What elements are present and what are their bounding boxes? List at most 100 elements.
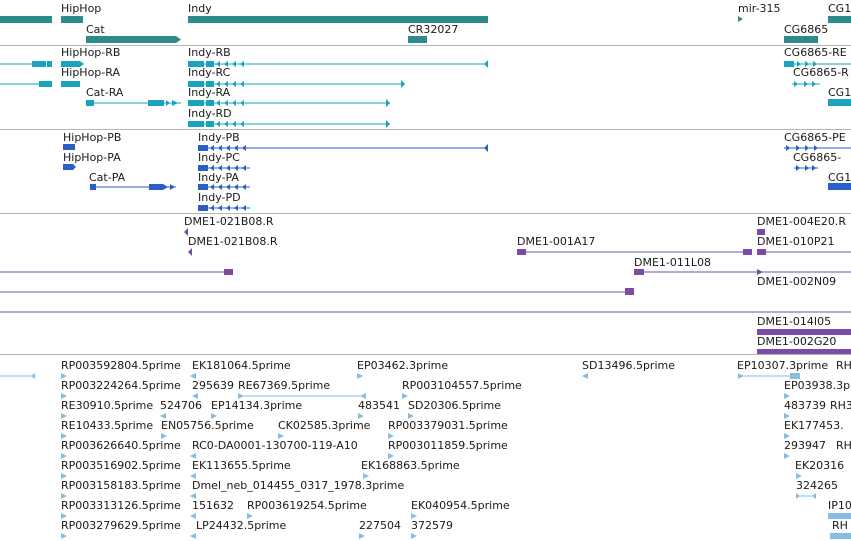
transcript-label: HipHop-RB <box>61 46 121 59</box>
est-label: CK02585.3prime <box>278 419 371 432</box>
est-label: 483541 <box>358 399 400 412</box>
gene-bar-cg6865 <box>784 36 818 43</box>
gene-label: Indy <box>188 2 212 15</box>
transcript-label: HipHop-RA <box>61 66 120 79</box>
est-label: IP10 <box>828 499 851 512</box>
est-label: EK040954.5prime <box>411 499 510 512</box>
clone-label: DME1-002N09 <box>757 275 837 288</box>
est-label: EK177453. <box>784 419 844 432</box>
est-label: 483739 <box>784 399 826 412</box>
est-label: EP03938.3p <box>784 379 851 392</box>
est-label: RP003619254.5prime <box>247 499 367 512</box>
est-label: SD13496.5prime <box>582 359 675 372</box>
clone-label: DME1-001A17 <box>517 235 596 248</box>
est-label: EP10307.3prime <box>737 359 829 372</box>
est-label: RP003626640.5prime <box>61 439 181 452</box>
est-label: RP003011859.5prime <box>388 439 508 452</box>
clone-track-panel: DME1-021B08.R DME1-004E20.R DME1-021B08.… <box>0 214 851 354</box>
est-track-panel: RP003592804.5prime EK181064.5prime EP034… <box>0 355 851 541</box>
clone-label: DME1-011L08 <box>634 256 711 269</box>
track-separator <box>0 129 851 130</box>
gene-bar-cg1 <box>828 16 851 23</box>
transcript-label: CG6865-RE <box>784 46 847 59</box>
transcript-label: Indy-RD <box>188 107 232 120</box>
track-separator <box>0 354 851 355</box>
gene-bar-indy <box>188 16 488 23</box>
clone-label: DME1-021B08.R <box>188 235 278 248</box>
est-label: 524706 <box>160 399 202 412</box>
protein-label: Cat-PA <box>89 171 126 184</box>
est-label: RP003104557.5prime <box>402 379 522 392</box>
protein-label: CG1 <box>828 171 851 184</box>
transcript-track-features[interactable] <box>0 46 851 129</box>
protein-label: CG6865- <box>793 151 842 164</box>
est-label: EP14134.3prime <box>211 399 303 412</box>
est-label: Dmel_neb_014455_0317_1978.3prime <box>192 479 405 492</box>
est-label: RP003313126.5prime <box>61 499 181 512</box>
protein-label: HipHop-PA <box>63 151 121 164</box>
gene-label: CR32027 <box>408 23 459 36</box>
protein-label: Indy-PD <box>198 191 241 204</box>
est-label: RE30910.5prime <box>61 399 154 412</box>
est-label: EN05756.5prime <box>161 419 254 432</box>
track-separator <box>0 45 851 46</box>
est-track-features[interactable] <box>0 355 851 541</box>
est-label: EK113655.5prime <box>192 459 291 472</box>
est-label: 293947 <box>784 439 826 452</box>
clone-track-features[interactable] <box>0 214 851 354</box>
est-label: 227504 <box>359 519 401 532</box>
est-label: RP003516902.5prime <box>61 459 181 472</box>
transcript-track-panel: HipHop-RB Indy-RB CG6865-RE HipHop-RA In… <box>0 46 851 129</box>
est-label: 372579 <box>411 519 453 532</box>
protein-label: Indy-PC <box>198 151 240 164</box>
est-label: RP003279629.5prime <box>61 519 181 532</box>
est-label: RE10433.5prime <box>61 419 154 432</box>
protein-label: HipHop-PB <box>63 131 122 144</box>
est-label: RP003379031.5prime <box>388 419 508 432</box>
gene-label: mir-315 <box>738 2 781 15</box>
protein-label: CG6865-PE <box>784 131 846 144</box>
gene-label: HipHop <box>61 2 102 15</box>
transcript-label: Indy-RB <box>188 46 231 59</box>
est-label: RP003592804.5prime <box>61 359 181 372</box>
gene-label: Cat <box>86 23 105 36</box>
est-label: RH <box>836 359 851 372</box>
track-separator <box>0 213 851 214</box>
est-label: 324265 <box>796 479 838 492</box>
gene-track-features[interactable] <box>0 0 851 45</box>
est-label: RP003224264.5prime <box>61 379 181 392</box>
protein-label: Indy-PA <box>198 171 239 184</box>
gene-bar <box>0 16 52 23</box>
est-label: EK168863.5prime <box>361 459 460 472</box>
gene-label: CG1 <box>828 2 851 15</box>
transcript-label: CG6865-R <box>793 66 849 79</box>
gene-bar-cat <box>86 36 176 43</box>
est-label: 295639 <box>192 379 234 392</box>
est-label: RP003158183.5prime <box>61 479 181 492</box>
gene-label: CG6865 <box>784 23 829 36</box>
est-label: RE67369.5prime <box>238 379 331 392</box>
clone-label: DME1-021B08.R <box>184 215 274 228</box>
clone-label: DME1-002G20 <box>757 335 837 348</box>
transcript-label: Indy-RC <box>188 66 231 79</box>
protein-track-panel: HipHop-PB Indy-PB CG6865-PE HipHop-PA In… <box>0 130 851 213</box>
protein-track-features[interactable] <box>0 130 851 213</box>
protein-label: Indy-PB <box>198 131 240 144</box>
est-label: RC0-DA0001-130700-119-A10 <box>192 439 358 452</box>
gene-bar-hiphop <box>61 16 83 23</box>
gene-bar-cr32027 <box>408 36 427 43</box>
est-label: LP24432.5prime <box>196 519 287 532</box>
gene-arrow-cat <box>176 36 181 43</box>
transcript-label: CG1 <box>828 86 851 99</box>
est-label: EK181064.5prime <box>192 359 291 372</box>
transcript-label: Indy-RA <box>188 86 231 99</box>
est-label: RH <box>832 519 848 532</box>
est-label: EP03462.3prime <box>357 359 449 372</box>
est-label: RH <box>836 439 851 452</box>
clone-label: DME1-004E20.R <box>757 215 846 228</box>
est-label: 151632 <box>192 499 234 512</box>
est-label: EK20316 <box>795 459 845 472</box>
gene-track-panel: HipHop Indy mir-315 CG1 Cat CR32027 CG68… <box>0 0 851 45</box>
clone-label: DME1-014I05 <box>757 315 832 328</box>
transcript-label: Cat-RA <box>86 86 124 99</box>
